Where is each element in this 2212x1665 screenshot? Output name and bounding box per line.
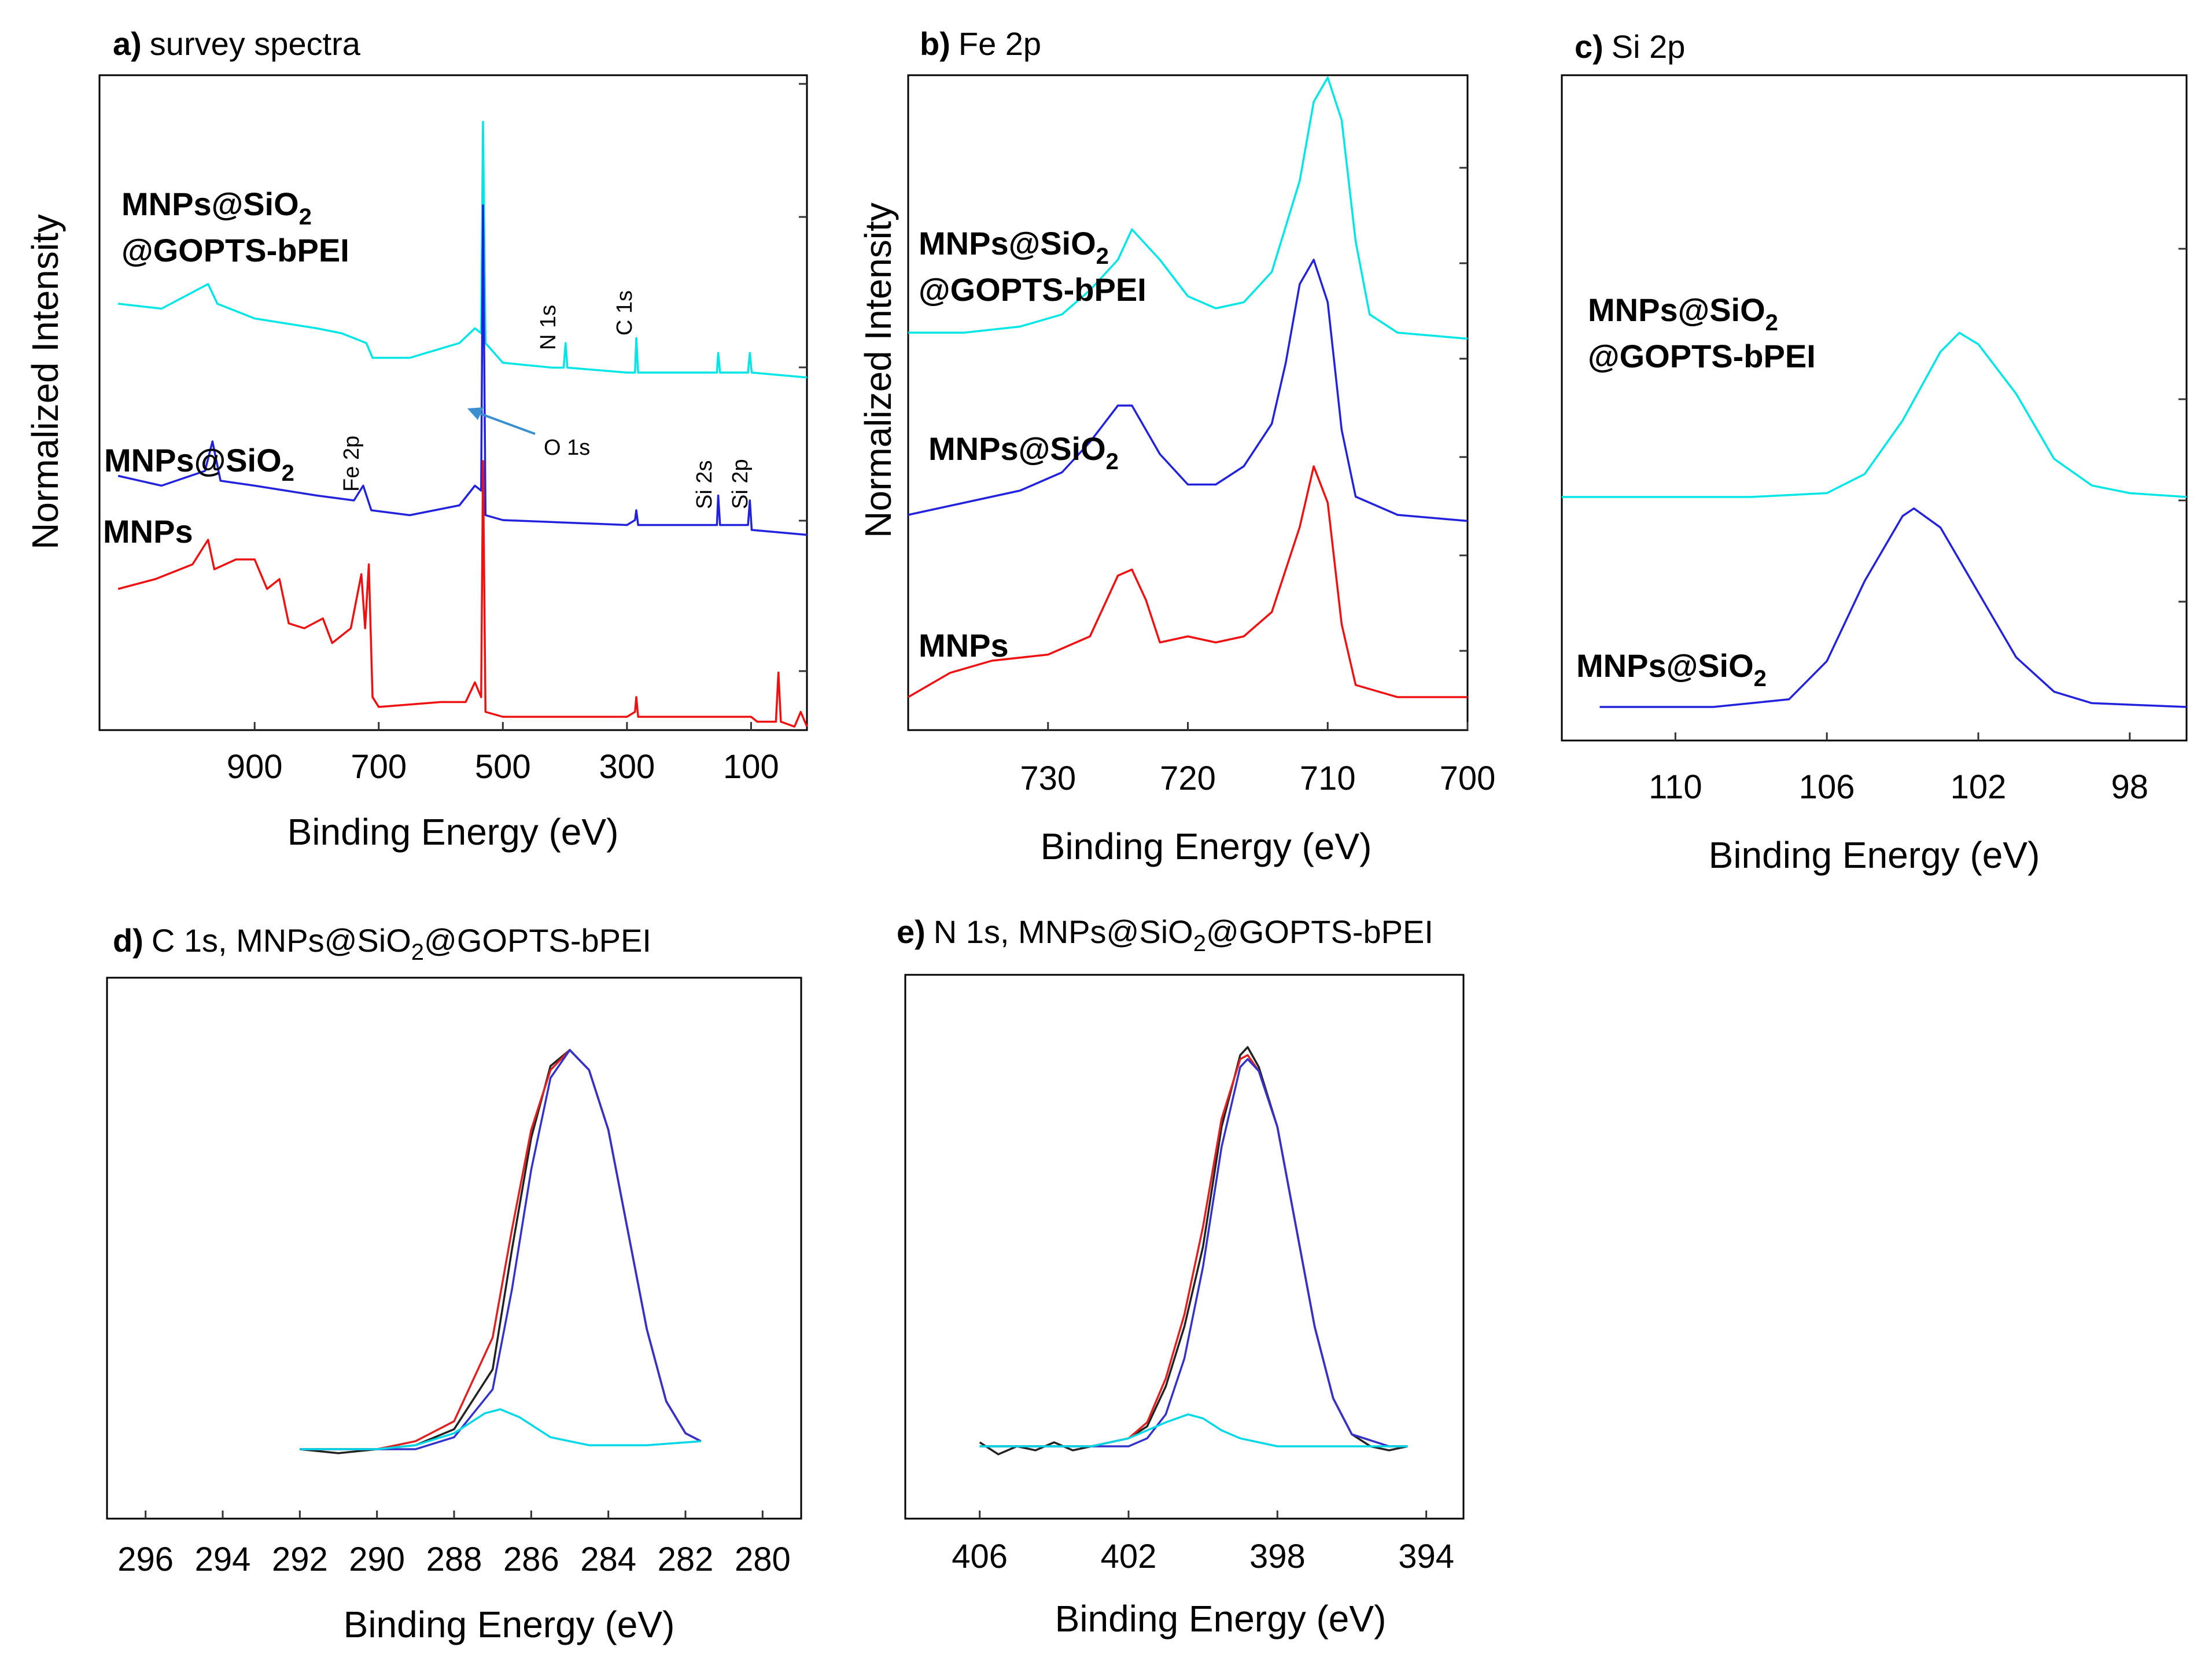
panel-b-label-gopts-line1: MNPs@SiO2 xyxy=(919,225,1109,269)
x-tick-label: 110 xyxy=(1649,768,1702,806)
series-line-minor-component xyxy=(300,1408,701,1450)
x-tick-label: 280 xyxy=(735,1541,791,1578)
series-line-envelope xyxy=(300,1049,702,1450)
x-tick-label: 292 xyxy=(272,1541,328,1578)
x-tick-label: 100 xyxy=(723,748,779,786)
panel-a-title-text: survey spectra xyxy=(150,25,361,62)
panel-d-curves xyxy=(300,1049,702,1454)
panel-b-fe2p: b) Fe 2p 730 720 710 700 Binding Energy (eV)… xyxy=(857,25,1495,867)
series-line-main-component xyxy=(979,1058,1408,1447)
x-tick-label: 282 xyxy=(658,1541,714,1578)
series-line-raw xyxy=(979,1046,1408,1456)
panel-c-right-ticks xyxy=(2178,248,2187,603)
panel-d-c1s: d) C 1s, MNPs@SiO2@GOPTS-bPEI 296 294 292 29… xyxy=(106,922,802,1645)
panel-c-curves xyxy=(1562,331,2187,708)
panel-b-right-ticks xyxy=(1459,167,1468,652)
x-tick-label: 106 xyxy=(1799,768,1855,806)
series-line-mnps xyxy=(908,465,1468,698)
x-tick-label: 300 xyxy=(599,748,655,786)
panel-e-x-ticks: 406 402 398 394 xyxy=(952,1511,1454,1575)
panel-c-label-gopts-line1: MNPs@SiO2 xyxy=(1588,292,1778,336)
series-line-mnps-sio2 xyxy=(908,259,1468,522)
panel-a-frame xyxy=(98,74,808,731)
x-tick-label: 286 xyxy=(503,1541,559,1578)
x-tick-label: 288 xyxy=(426,1541,482,1578)
series-line-mnps-sio2-gopts-bpei xyxy=(118,120,808,379)
annotation-c1s: C 1s xyxy=(613,290,637,336)
panel-b-x-ticks: 730 720 710 700 xyxy=(1020,722,1495,797)
series-line-main-component xyxy=(300,1049,702,1450)
annotation-si2s: Si 2s xyxy=(692,461,717,509)
panel-a-y-axis-label: Normalized Intensity xyxy=(24,214,66,550)
panel-e-curves xyxy=(979,1046,1408,1456)
x-tick-label: 284 xyxy=(580,1541,636,1578)
panel-a-label-gopts-line1: MNPs@SiO2 xyxy=(121,186,312,230)
x-tick-label: 500 xyxy=(475,748,531,786)
annotation-n1s: N 1s xyxy=(536,305,561,350)
x-tick-label: 296 xyxy=(117,1541,174,1578)
x-tick-label: 402 xyxy=(1101,1538,1157,1575)
panel-c-x-axis-label: Binding Energy (eV) xyxy=(1709,834,2040,876)
x-tick-label: 730 xyxy=(1020,760,1076,797)
series-line-mnps-sio2 xyxy=(1599,507,2187,708)
panel-b-label-sio2: MNPs@SiO2 xyxy=(928,430,1119,474)
panel-b-curves xyxy=(908,76,1468,698)
panel-e-n1s: e) N 1s, MNPs@SiO2@GOPTS-bPEI 406 402 398 39… xyxy=(897,913,1465,1640)
panel-a-label-gopts-line2: @GOPTS-bPEI xyxy=(121,232,349,268)
panel-b-title: b) Fe 2p xyxy=(920,25,1041,62)
x-tick-label: 720 xyxy=(1160,760,1216,797)
panel-e-x-axis-label: Binding Energy (eV) xyxy=(1055,1598,1387,1640)
annotation-si2p: Si 2p xyxy=(728,459,753,509)
o1s-arrow-head-icon xyxy=(467,407,484,420)
x-tick-label: 398 xyxy=(1249,1538,1306,1575)
panel-a-title: a) survey spectra xyxy=(113,25,361,62)
panel-a-label-mnps: MNPs xyxy=(103,513,193,550)
series-line-mnps-sio2 xyxy=(117,204,808,536)
o1s-arrow-line xyxy=(475,411,536,435)
series-line-mnps xyxy=(117,460,808,728)
x-tick-label: 700 xyxy=(351,748,407,786)
panel-d-x-axis-label: Binding Energy (eV) xyxy=(344,1604,675,1645)
x-tick-label: 710 xyxy=(1300,760,1356,797)
panel-e-frame xyxy=(904,974,1465,1520)
panel-b-x-axis-label: Binding Energy (eV) xyxy=(1041,826,1372,867)
x-tick-label: 900 xyxy=(227,748,283,786)
series-line-mnps-sio2-gopts-bpei xyxy=(908,76,1468,340)
panel-d-x-ticks: 296 294 292 290 288 286 284 282 280 xyxy=(117,1511,791,1578)
panel-b-y-axis-label: Normalized Intensity xyxy=(857,202,899,538)
panel-a-right-ticks xyxy=(799,83,807,672)
x-tick-label: 98 xyxy=(2111,768,2149,806)
panel-c-si2p: c) Si 2p 110 106 102 98 Binding Energy (eV) … xyxy=(1561,28,2188,876)
panel-e-title: e) N 1s, MNPs@SiO2@GOPTS-bPEI xyxy=(897,913,1433,956)
panel-c-x-ticks: 110 106 102 98 xyxy=(1649,732,2148,806)
panel-a-letter: a) xyxy=(113,25,142,62)
x-tick-label: 290 xyxy=(349,1541,405,1578)
x-tick-label: 394 xyxy=(1398,1538,1454,1575)
annotation-o1s: O 1s xyxy=(544,436,590,460)
panel-c-label-sio2: MNPs@SiO2 xyxy=(1576,647,1767,691)
x-tick-label: 294 xyxy=(195,1541,251,1578)
panel-a-x-ticks: 900 700 500 300 100 xyxy=(227,722,779,786)
x-tick-label: 700 xyxy=(1440,760,1496,797)
panel-b-label-mnps: MNPs xyxy=(919,627,1009,664)
panel-a-survey-spectra: a) survey spectra 900 700 500 300 100 Binding… xyxy=(24,25,808,853)
x-tick-label: 102 xyxy=(1951,768,2007,806)
x-tick-label: 406 xyxy=(952,1538,1008,1575)
panel-b-label-gopts-line2: @GOPTS-bPEI xyxy=(919,271,1146,308)
panel-d-title: d) C 1s, MNPs@SiO2@GOPTS-bPEI xyxy=(113,922,651,965)
panel-a-label-sio2: MNPs@SiO2 xyxy=(104,442,294,486)
series-line-mnps-sio2-gopts-bpei xyxy=(1562,331,2187,498)
panel-c-label-gopts-line2: @GOPTS-bPEI xyxy=(1588,338,1816,374)
series-line-minor-component xyxy=(979,1413,1408,1447)
series-line-raw xyxy=(300,1049,702,1454)
panel-c-title: c) Si 2p xyxy=(1575,28,1685,65)
panel-a-x-axis-label: Binding Energy (eV) xyxy=(287,811,619,853)
panel-a-curves xyxy=(117,120,808,728)
panel-c-frame xyxy=(1561,74,2188,742)
series-line-envelope xyxy=(979,1054,1408,1447)
annotation-fe2p: Fe 2p xyxy=(340,436,364,492)
